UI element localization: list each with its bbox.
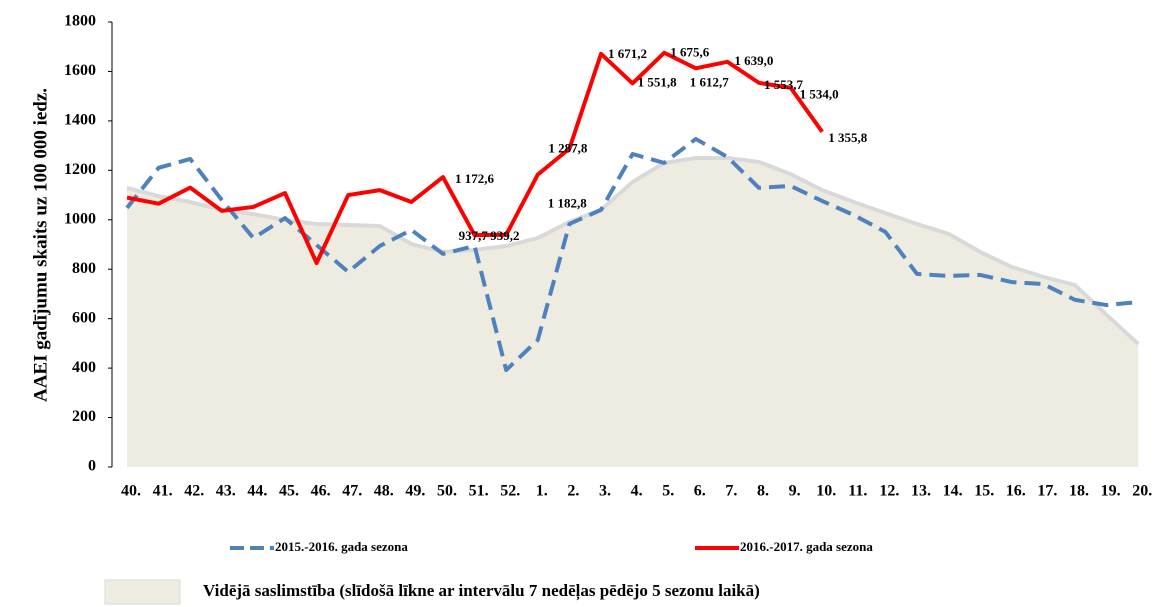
y-tick-label: 200 [72,408,96,425]
y-tick-label: 1600 [64,62,96,79]
x-tick-label: 50. [437,483,457,500]
data-label: 1 551,8 [638,74,678,89]
line [125,136,1139,373]
x-tick-label: 15. [974,483,994,500]
x-tick-label: 2. [567,483,579,500]
x-tick-label: 48. [374,483,394,500]
y-tick-label: 1000 [64,210,96,227]
data-label: 1 287,8 [548,141,588,156]
x-tick-label: 49. [405,483,425,500]
x-tick-label: 6. [694,483,706,500]
y-tick-label: 600 [72,309,96,326]
data-label: 1 671,2 [608,46,647,61]
x-tick-label: 40. [121,483,141,500]
y-tick-label: 1400 [64,112,96,129]
x-tick-label: 19. [1101,483,1121,500]
x-tick-label: 20. [1132,483,1152,500]
x-tick-label: 41. [153,483,173,500]
x-tick-label: 44. [247,483,267,500]
x-tick-label: 46. [311,483,331,500]
x-tick-label: 10. [816,483,836,500]
legend-label: Vidējā saslimstība (slīdošā līkne ar int… [203,581,760,601]
x-tick-label: 14. [943,483,963,500]
data-label: 1 553,7 [764,77,804,92]
line [126,50,824,266]
x-tick-label: 13. [911,483,931,500]
data-label: 1 172,6 [455,171,495,186]
data-label: 1 534,0 [800,87,839,102]
x-tick-label: 17. [1037,483,1057,500]
y-tick-label: 800 [72,260,96,277]
data-label: 1 612,7 [690,74,730,89]
area [127,157,1139,467]
data-label: 1 182,8 [548,196,588,211]
x-tick-label: 4. [631,483,643,500]
data-label: 939,2 [490,228,519,243]
y-tick-label: 1200 [64,161,96,178]
x-tick-label: 16. [1006,483,1026,500]
y-tick-label: 400 [72,359,96,376]
x-tick-label: 52. [500,483,520,500]
legend-label: 2015.-2016. gada sezona [275,539,408,554]
x-tick-label: 43. [216,483,236,500]
legend-label: 2016.-2017. gada sezona [740,539,873,554]
y-tick-label: 1800 [64,13,96,30]
legend-swatch [104,579,181,605]
x-tick-label: 7. [725,483,737,500]
area-edge [126,155,1140,346]
x-tick-label: 51. [469,483,489,500]
x-tick-label: 45. [279,483,299,500]
x-tick-label: 11. [848,483,867,500]
data-label: 937,7 [459,228,489,243]
x-tick-label: 5. [662,483,674,500]
x-tick-label: 12. [879,483,899,500]
data-label: 1 639,0 [734,53,773,68]
x-tick-label: 1. [536,483,548,500]
x-tick-label: 3. [599,483,611,500]
x-tick-label: 42. [184,483,204,500]
y-axis-label: AAEI gadījumu skaits uz 100 000 iedz. [30,88,51,402]
x-tick-label: 18. [1069,483,1089,500]
data-label: 1 675,6 [670,45,710,60]
data-label: 1 355,8 [828,130,868,145]
x-tick-label: 8. [757,483,769,500]
x-tick-label: 47. [342,483,362,500]
y-tick-label: 0 [88,458,96,475]
x-tick-label: 9. [789,483,801,500]
